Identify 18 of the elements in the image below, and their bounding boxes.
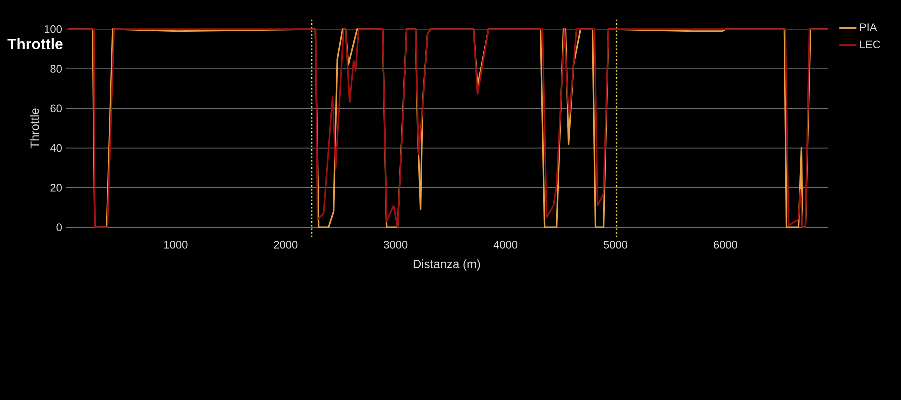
y-tick-label: 20: [50, 184, 62, 192]
y-tick-label: 60: [50, 104, 62, 113]
y-tick-label: 0: [56, 224, 62, 232]
y-axis-title: Throttle: [30, 108, 40, 149]
x-tick-label: 4000: [494, 241, 518, 249]
text: Throttle: [8, 38, 63, 50]
x-tick-label: 3000: [384, 241, 408, 249]
y-tick-label: 40: [50, 144, 62, 152]
x-tick-label: 2000: [274, 241, 298, 249]
x-tick-label: 1000: [164, 241, 188, 249]
x-tick-label: 6000: [714, 241, 738, 249]
y-tick-label: 80: [50, 65, 62, 73]
x-tick-label: 5000: [604, 241, 628, 249]
line-series: [67, 28, 829, 228]
legend-label: LEC: [860, 40, 880, 49]
y-tick-label: 100: [44, 26, 62, 34]
x-axis-title: Distanza (m): [414, 260, 480, 271]
legend-label: PIA: [860, 24, 878, 32]
